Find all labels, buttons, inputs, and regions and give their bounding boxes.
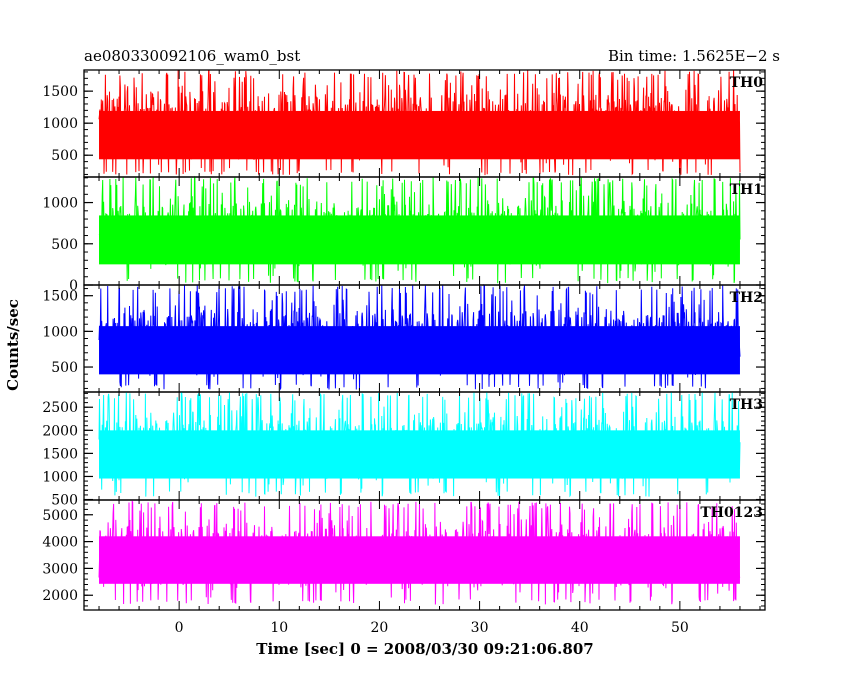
y-tick-label: 500	[51, 493, 78, 509]
panel-th2: 500 1000 1500 TH2	[42, 283, 766, 393]
x-tick-label: 10	[270, 620, 288, 636]
series-band-th3	[99, 430, 740, 479]
panel-th0123: 2000 3000 4000 5000 TH0123	[42, 499, 766, 611]
y-tick-label: 1000	[42, 324, 78, 340]
x-tick-label: 50	[671, 620, 689, 636]
bin-time-label: Bin time: 1.5625E−2 s	[608, 47, 780, 65]
y-tick-label: 500	[51, 360, 78, 376]
x-tick-label: 30	[471, 620, 489, 636]
x-tick-label: 0	[175, 620, 184, 636]
panel-th3: 500 1000 1500 2000 2500 TH3	[42, 391, 766, 509]
y-tick-label: 1500	[42, 84, 78, 100]
y-tick-label: 5000	[42, 508, 78, 524]
series-band-th0	[99, 110, 740, 160]
series-band-th2	[99, 326, 740, 375]
y-tick-label: 1000	[42, 196, 78, 212]
x-tick-label: 20	[371, 620, 389, 636]
y-tick-label: 3000	[42, 561, 78, 577]
y-tick-label: 1000	[42, 116, 78, 132]
y-tick-label: 1500	[42, 446, 78, 462]
y-tick-label: 500	[51, 237, 78, 253]
series-band-th0123	[99, 536, 740, 584]
y-tick-label: 500	[51, 148, 78, 164]
y-tick-label: 2000	[42, 423, 78, 439]
y-tick-label: 2500	[42, 400, 78, 416]
y-tick-label: 0	[69, 278, 78, 294]
panel-label-th0: TH0	[730, 75, 764, 91]
panel-frame	[83, 499, 766, 611]
y-tick-label: 1000	[42, 469, 78, 485]
panel-label-th0123: TH0123	[700, 505, 763, 521]
panel-label-th2: TH2	[730, 290, 763, 306]
series-band-th1	[99, 215, 740, 265]
y-axis-title: Counts/sec	[4, 299, 22, 391]
y-tick-label: 2000	[42, 588, 78, 604]
panel-label-th1: TH1	[730, 182, 763, 198]
y-tick-label: 4000	[42, 535, 78, 551]
x-tick-label: 40	[571, 620, 589, 636]
panel-th1: 0 500 1000 TH1	[42, 175, 766, 294]
y-tick-label: 1500	[42, 289, 78, 305]
x-axis-title: Time [sec] 0 = 2008/03/30 09:21:06.807	[256, 640, 593, 658]
panel-label-th3: TH3	[730, 397, 763, 413]
panel-th0: 500 1000 1500 TH0	[42, 69, 766, 178]
object-title: ae080330092106_wam0_bst	[84, 47, 300, 65]
